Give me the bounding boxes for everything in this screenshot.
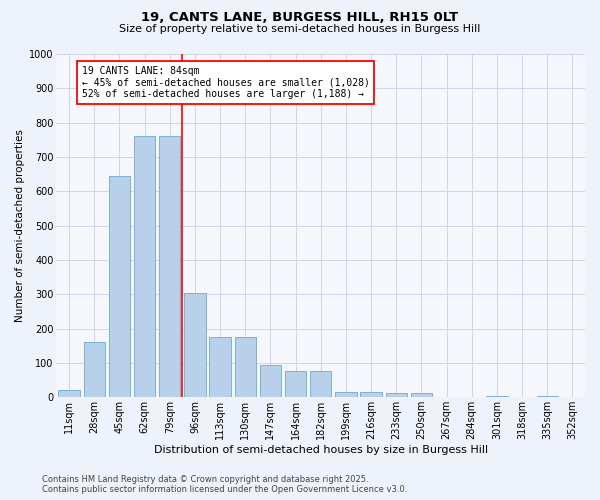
Bar xyxy=(310,370,331,398)
Text: 19, CANTS LANE, BURGESS HILL, RH15 0LT: 19, CANTS LANE, BURGESS HILL, RH15 0LT xyxy=(142,11,458,24)
Text: Size of property relative to semi-detached houses in Burgess Hill: Size of property relative to semi-detach… xyxy=(119,24,481,34)
Bar xyxy=(184,292,206,398)
Bar xyxy=(209,337,231,398)
Bar xyxy=(335,392,356,398)
Bar xyxy=(58,390,80,398)
Bar xyxy=(260,366,281,398)
Text: 19 CANTS LANE: 84sqm
← 45% of semi-detached houses are smaller (1,028)
52% of se: 19 CANTS LANE: 84sqm ← 45% of semi-detac… xyxy=(82,66,370,99)
X-axis label: Distribution of semi-detached houses by size in Burgess Hill: Distribution of semi-detached houses by … xyxy=(154,445,488,455)
Text: Contains HM Land Registry data © Crown copyright and database right 2025.
Contai: Contains HM Land Registry data © Crown c… xyxy=(42,474,407,494)
Y-axis label: Number of semi-detached properties: Number of semi-detached properties xyxy=(15,129,25,322)
Bar xyxy=(83,342,105,398)
Bar xyxy=(536,396,558,398)
Bar xyxy=(411,393,432,398)
Bar xyxy=(285,370,306,398)
Bar xyxy=(386,393,407,398)
Bar xyxy=(134,136,155,398)
Bar xyxy=(109,176,130,398)
Bar xyxy=(486,396,508,398)
Bar xyxy=(361,392,382,398)
Bar xyxy=(235,337,256,398)
Bar xyxy=(159,136,181,398)
